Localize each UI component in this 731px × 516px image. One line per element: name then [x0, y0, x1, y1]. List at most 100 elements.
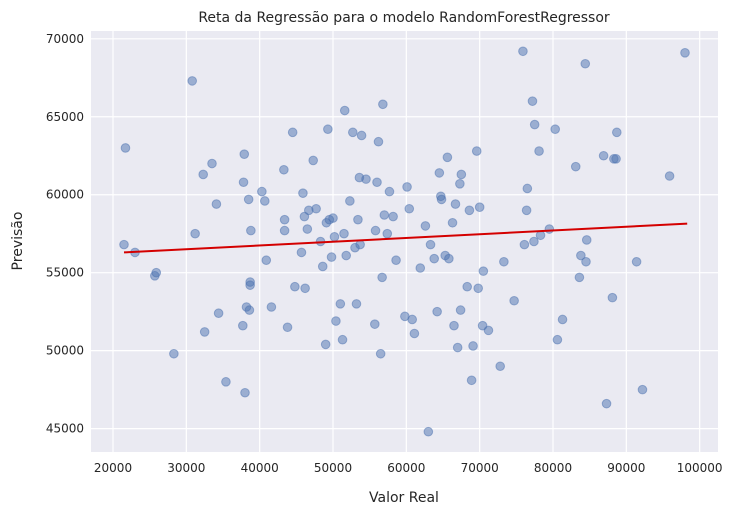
data-point [581, 256, 591, 267]
data-point [348, 127, 358, 138]
data-point [260, 196, 270, 206]
data-point [355, 239, 365, 250]
data-point [436, 194, 447, 205]
x-axis-ticks: 20000 30000 40000 50000 60000 70000 80000 90000… [94, 461, 723, 475]
y-tick-label: 50000 [46, 344, 84, 358]
data-point [519, 239, 530, 250]
data-point [495, 361, 506, 372]
data-point [402, 182, 412, 192]
data-point [302, 224, 313, 234]
data-point [544, 224, 555, 234]
data-point [328, 213, 338, 223]
data-point [432, 306, 442, 317]
x-axis-label: Valor Real [369, 490, 439, 506]
data-point [329, 232, 340, 242]
data-point [279, 225, 290, 236]
data-point [290, 281, 300, 292]
x-tick-label: 20000 [94, 461, 132, 475]
data-point [450, 199, 461, 209]
data-point [370, 225, 381, 236]
data-point [483, 325, 494, 336]
data-point [456, 169, 467, 180]
data-point [345, 196, 355, 206]
data-point [244, 305, 255, 315]
data-point [279, 214, 290, 225]
x-tick-label: 30000 [167, 461, 205, 475]
data-point [598, 150, 609, 161]
data-point [570, 161, 581, 172]
data-point [444, 253, 454, 264]
data-point [282, 322, 293, 333]
data-point [452, 342, 463, 353]
data-point [580, 58, 591, 69]
data-point [211, 199, 222, 209]
y-tick-label: 45000 [46, 422, 84, 436]
data-point [261, 255, 272, 266]
data-point [361, 174, 371, 184]
data-point [370, 319, 380, 329]
data-point [455, 305, 466, 315]
data-point [279, 164, 289, 175]
data-point [447, 217, 458, 228]
data-point [409, 328, 420, 339]
data-point [187, 76, 197, 86]
data-point [377, 272, 387, 283]
data-point [353, 214, 363, 225]
data-point [339, 105, 350, 116]
data-point [190, 228, 200, 239]
data-point [151, 267, 162, 278]
y-axis-ticks: 45000 50000 55000 60000 65000 70000 [46, 32, 84, 436]
data-point [601, 398, 612, 409]
data-point [521, 205, 532, 216]
data-point [120, 143, 131, 153]
data-point [466, 375, 477, 386]
data-points [119, 46, 690, 437]
data-point [375, 348, 386, 359]
data-point [382, 228, 393, 239]
data-point [296, 247, 307, 258]
x-tick-label: 40000 [241, 461, 279, 475]
data-point [423, 426, 434, 437]
data-point [221, 377, 231, 387]
data-point [169, 348, 179, 359]
data-point [631, 256, 642, 267]
plot-background [91, 31, 718, 452]
data-point [238, 320, 248, 331]
data-point [557, 314, 568, 325]
data-point [518, 46, 528, 57]
data-point [612, 127, 622, 138]
data-point [198, 169, 208, 180]
data-point [287, 127, 298, 138]
data-point [522, 183, 533, 194]
data-point [429, 253, 440, 264]
data-point [407, 314, 418, 325]
data-point [207, 158, 217, 169]
y-tick-label: 65000 [46, 110, 84, 124]
y-tick-label: 60000 [46, 188, 84, 202]
data-point [455, 179, 465, 189]
data-point [326, 252, 337, 262]
y-tick-label: 55000 [46, 266, 84, 280]
data-point [664, 171, 675, 181]
y-tick-label: 70000 [46, 32, 84, 46]
data-point [680, 48, 690, 58]
data-point [535, 230, 546, 241]
data-point [474, 202, 485, 212]
data-point [527, 96, 538, 106]
x-tick-label: 70000 [461, 461, 499, 475]
data-point [320, 339, 331, 350]
data-point [243, 194, 254, 205]
data-point [323, 124, 333, 135]
data-point [266, 302, 277, 312]
x-tick-label: 80000 [534, 461, 572, 475]
data-point [576, 250, 586, 261]
data-point [351, 299, 362, 309]
data-point [464, 205, 475, 216]
data-point [442, 152, 453, 163]
data-point [509, 295, 519, 306]
data-point [239, 149, 250, 159]
data-point [550, 124, 561, 135]
data-point [499, 256, 509, 267]
regression-line-layer [123, 222, 688, 254]
